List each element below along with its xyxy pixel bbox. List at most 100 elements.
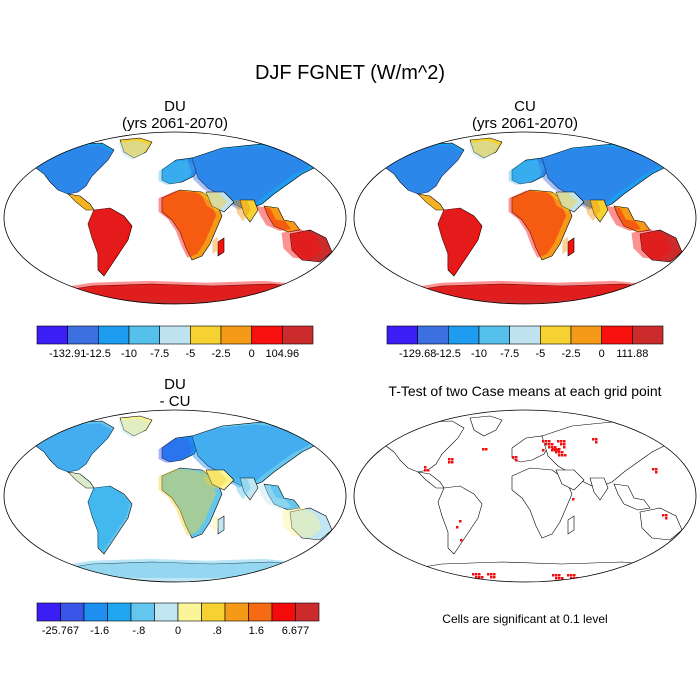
colorbar-box bbox=[248, 602, 273, 622]
continent-southAmerica bbox=[87, 485, 133, 555]
continent-africa-shade bbox=[158, 468, 217, 536]
continent-newZealand bbox=[331, 535, 341, 551]
significant-cell bbox=[630, 572, 633, 575]
significant-cell bbox=[482, 448, 485, 451]
continent-seAsia-shade bbox=[256, 205, 292, 231]
significant-cell bbox=[475, 576, 478, 579]
continent-europe-shade bbox=[158, 159, 196, 185]
significant-cell bbox=[621, 575, 624, 578]
continent-africa-shade bbox=[508, 190, 567, 258]
continent-seAsia bbox=[613, 205, 651, 233]
significant-cell bbox=[493, 576, 496, 579]
continent-europe bbox=[511, 435, 551, 463]
continent-centralAmerica-shade bbox=[68, 472, 94, 488]
significant-cell bbox=[655, 579, 658, 582]
cu-panel-name: CU bbox=[514, 98, 536, 115]
significant-cell bbox=[490, 576, 493, 579]
colorbar-box bbox=[295, 602, 320, 622]
colorbar-box bbox=[386, 325, 418, 345]
diff-panel-title: DU - CU bbox=[75, 376, 275, 410]
continent-arabia bbox=[555, 469, 585, 491]
significant-cell bbox=[472, 573, 475, 576]
significant-cell bbox=[572, 498, 575, 501]
significant-cell bbox=[545, 440, 548, 443]
continent-arabia bbox=[205, 469, 235, 491]
significant-cell bbox=[555, 451, 558, 454]
continent-seAsia bbox=[263, 483, 301, 511]
colorbar-label: -7.5 bbox=[150, 348, 169, 360]
significant-cell bbox=[433, 574, 436, 577]
significant-cell bbox=[551, 443, 554, 446]
continent-arabia bbox=[205, 191, 235, 213]
significant-cell bbox=[563, 440, 566, 443]
continent-australia bbox=[289, 507, 333, 541]
significant-cell bbox=[478, 573, 481, 576]
significant-cell bbox=[558, 454, 561, 457]
map-border bbox=[353, 409, 697, 583]
colorbar-box bbox=[177, 602, 202, 622]
colorbar-label: -12.5 bbox=[436, 348, 461, 360]
significant-cell bbox=[655, 471, 658, 474]
significant-cell bbox=[448, 461, 451, 464]
diff-panel-name: DU bbox=[164, 376, 186, 393]
continent-southAmerica-shade bbox=[87, 485, 130, 552]
significant-cell bbox=[490, 573, 493, 576]
significant-cell bbox=[595, 438, 598, 441]
significant-cell bbox=[627, 572, 630, 575]
colorbar-box bbox=[201, 602, 226, 622]
colorbar-label: -12.5 bbox=[86, 348, 111, 360]
significant-cell bbox=[558, 574, 561, 577]
continent-arabia-shade bbox=[200, 470, 228, 490]
continent-europe bbox=[161, 157, 201, 185]
continent-antarctica-shade bbox=[393, 280, 665, 301]
significant-cell bbox=[555, 577, 558, 580]
continent-australia-shade bbox=[281, 229, 322, 260]
significant-cell bbox=[658, 579, 661, 582]
colorbar-box bbox=[130, 602, 155, 622]
colorbar-label: -10 bbox=[471, 348, 487, 360]
continent-europe-shade bbox=[158, 437, 196, 463]
colorbar-box bbox=[224, 602, 249, 622]
du-panel-title: DU (yrs 2061-2070) bbox=[75, 98, 275, 132]
significant-cell bbox=[612, 572, 615, 575]
continent-madagascar bbox=[567, 237, 575, 257]
continent-greenland bbox=[469, 137, 503, 159]
colorbar-label: 111.88 bbox=[616, 348, 648, 360]
significant-cell bbox=[456, 526, 459, 529]
diff-colorbar: -25.767 -1.6 -.8 0 .8 1.6 6.677 bbox=[36, 602, 320, 637]
significant-cell bbox=[459, 520, 462, 523]
colorbar-label: -129.68 bbox=[399, 348, 436, 360]
significant-cell bbox=[615, 575, 618, 578]
diff-map bbox=[3, 409, 347, 583]
continent-seAsia bbox=[613, 483, 651, 511]
significant-cell bbox=[512, 456, 515, 459]
continent-australia-shade bbox=[281, 507, 322, 538]
continent-southAmerica-shade bbox=[87, 207, 130, 274]
colorbar-label: -10 bbox=[121, 348, 137, 360]
significant-cell bbox=[548, 440, 551, 443]
continent-madagascar-shade bbox=[212, 236, 219, 254]
significant-cell bbox=[595, 441, 598, 444]
significant-cell bbox=[655, 468, 658, 471]
significant-cell bbox=[415, 577, 418, 580]
significant-cell bbox=[564, 454, 567, 457]
du-map bbox=[3, 131, 347, 305]
significant-cell bbox=[451, 458, 454, 461]
continent-europe bbox=[511, 157, 551, 185]
continent-greenland-shade bbox=[118, 418, 149, 438]
colorbar-box bbox=[509, 325, 541, 345]
continent-india bbox=[239, 199, 259, 223]
significant-cell bbox=[552, 448, 555, 451]
colorbar-label: 0 bbox=[175, 625, 181, 637]
colorbar-box bbox=[83, 602, 108, 622]
continent-arabia-shade bbox=[200, 192, 228, 212]
significant-cell bbox=[561, 454, 564, 457]
colorbar-box bbox=[60, 602, 85, 622]
significant-cell bbox=[542, 440, 545, 443]
continent-newZealand bbox=[331, 257, 341, 273]
significant-cell bbox=[630, 575, 633, 578]
significant-cell bbox=[487, 573, 490, 576]
continent-greenland-shade bbox=[118, 140, 149, 160]
significant-cell bbox=[515, 456, 518, 459]
continent-arabia bbox=[555, 191, 585, 213]
